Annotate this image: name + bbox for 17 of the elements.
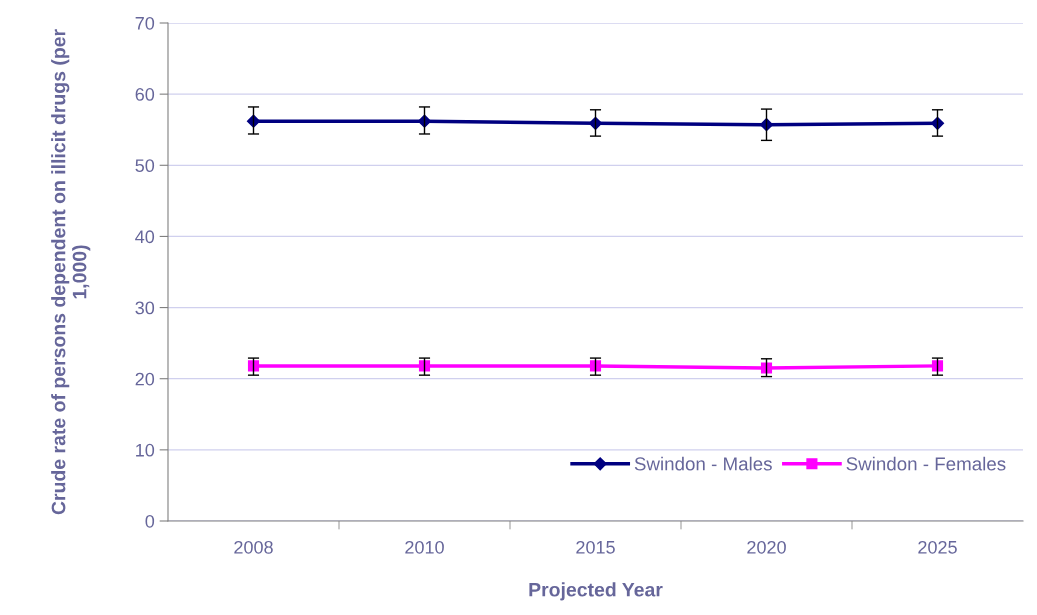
legend-label: Swindon - Females xyxy=(846,456,1006,471)
y-tick-label: 40 xyxy=(135,230,155,244)
y-tick-label: 0 xyxy=(145,514,155,528)
x-tick-label: 2025 xyxy=(918,540,957,554)
y-tick-label: 70 xyxy=(135,16,155,30)
x-axis-title: Projected Year xyxy=(529,582,663,601)
x-tick-label: 2015 xyxy=(576,540,615,554)
y-tick-label: 60 xyxy=(135,88,155,101)
x-tick-label: 2020 xyxy=(747,540,786,554)
y-axis-title: Crude rate of persons dependent on illicit drugs (per 1,000) xyxy=(51,29,91,515)
x-tick-label: 2010 xyxy=(405,540,444,554)
legend-label: Swindon - Males xyxy=(634,456,772,471)
y-tick-label: 30 xyxy=(135,301,155,315)
y-tick-label: 10 xyxy=(136,443,155,457)
x-tick-label: 2008 xyxy=(234,540,273,554)
y-tick-label: 20 xyxy=(135,372,155,386)
y-tick-label: 50 xyxy=(135,159,155,173)
